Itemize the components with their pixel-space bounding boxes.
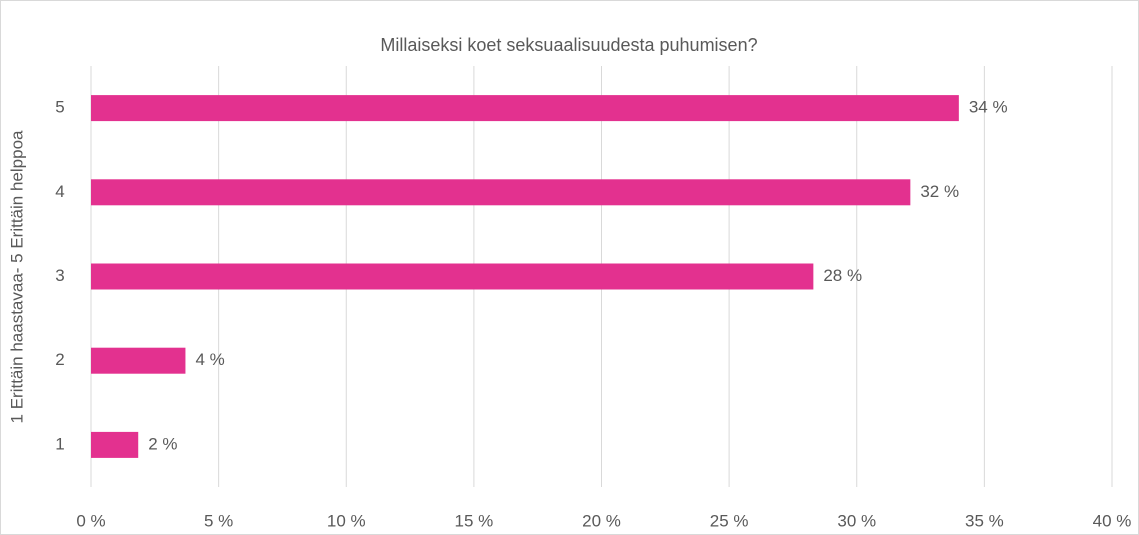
bar xyxy=(91,347,186,374)
bar xyxy=(91,95,959,122)
data-label: 32 % xyxy=(920,182,959,201)
bar xyxy=(91,179,911,206)
chart-title: Millaiseksi koet seksuaalisuudesta puhum… xyxy=(380,35,757,55)
y-tick-label: 5 xyxy=(55,98,64,117)
x-tick-label: 20 % xyxy=(582,511,621,530)
data-label: 4 % xyxy=(195,350,224,369)
y-tick-label: 1 xyxy=(55,434,64,453)
data-label: 2 % xyxy=(148,434,177,453)
x-tick-label: 15 % xyxy=(455,511,494,530)
data-label: 34 % xyxy=(969,98,1008,117)
y-axis-label: 1 Erittäin haastavaa- 5 Erittäin helppoa xyxy=(7,130,26,424)
y-tick-label: 2 xyxy=(55,350,64,369)
bar xyxy=(91,431,139,458)
x-tick-label: 0 % xyxy=(76,511,105,530)
x-tick-label: 25 % xyxy=(710,511,749,530)
y-tick-label: 3 xyxy=(55,266,64,285)
x-tick-label: 35 % xyxy=(965,511,1004,530)
x-tick-label: 40 % xyxy=(1093,511,1132,530)
data-label: 28 % xyxy=(823,266,862,285)
x-tick-label: 10 % xyxy=(327,511,366,530)
bar xyxy=(91,263,814,290)
x-tick-label: 30 % xyxy=(837,511,876,530)
y-tick-label: 4 xyxy=(55,182,64,201)
x-tick-label: 5 % xyxy=(204,511,233,530)
